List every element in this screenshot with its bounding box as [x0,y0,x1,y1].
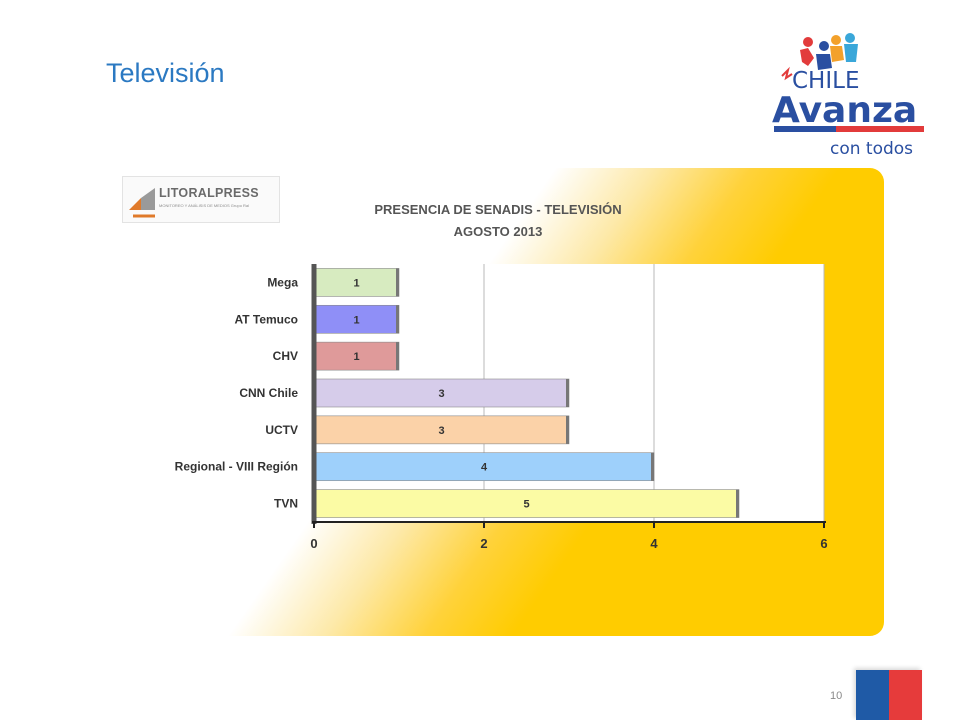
page-number: 10 [830,690,843,702]
bar-edge [566,415,569,444]
bar-edge [396,342,399,371]
children-figures-icon [781,33,858,81]
category-label: CNN Chile [239,386,298,400]
category-label: UCTV [265,423,298,437]
bar-edge [396,268,399,297]
bar-value-label: 5 [523,499,529,511]
bar [313,452,655,482]
bar-value-label: 1 [353,314,359,326]
litoralpress-name: LITORALPRESS [159,186,259,200]
x-tick-label: 0 [310,536,317,551]
x-tick-label: 2 [480,536,487,551]
bar [313,489,740,518]
category-label: AT Temuco [234,312,298,326]
category-label: CHV [273,349,298,363]
chart-subtitle: AGOSTO 2013 [454,224,543,239]
category-label: TVN [274,497,298,511]
bar [313,341,400,371]
bar [313,415,570,445]
category-label: Mega [267,275,298,289]
bar [313,378,570,408]
bar-edge [396,305,399,334]
litoralpress-logo: LITORALPRESS MONITOREO Y ANÁLISIS DE MED… [122,176,280,223]
litoralpress-mark-icon [129,188,155,218]
category-label: Regional - VIII Región [175,460,298,474]
litoralpress-tagline: MONITOREO Y ANÁLISIS DE MEDIOS Grupo Ral [159,203,250,208]
logo-con-todos: con todos [830,139,913,159]
slide-title: Televisión [106,58,225,88]
bar-value-label: 1 [353,351,359,363]
bar-edge [566,379,569,407]
logo-chile: CHILE [792,68,859,94]
logo-avanza: Avanza [772,90,917,131]
bar-chart: PRESENCIA DE SENADIS - TELEVISIÓN AGOSTO … [175,202,828,551]
bar-value-label: 4 [481,462,488,474]
bar-value-label: 3 [438,425,444,437]
x-tick-label: 4 [650,536,658,551]
chart-title: PRESENCIA DE SENADIS - TELEVISIÓN [374,202,621,217]
bar-edge [736,489,739,518]
chart-panel: LITORALPRESS MONITOREO Y ANÁLISIS DE MED… [118,168,884,636]
chile-flag-corner [856,670,922,720]
bar-value-label: 3 [438,388,444,400]
bar-edge [651,452,654,481]
chile-avanza-logo: CHILE Avanza con todos [772,33,924,159]
x-tick-label: 6 [820,536,827,551]
bar-value-label: 1 [353,277,359,289]
